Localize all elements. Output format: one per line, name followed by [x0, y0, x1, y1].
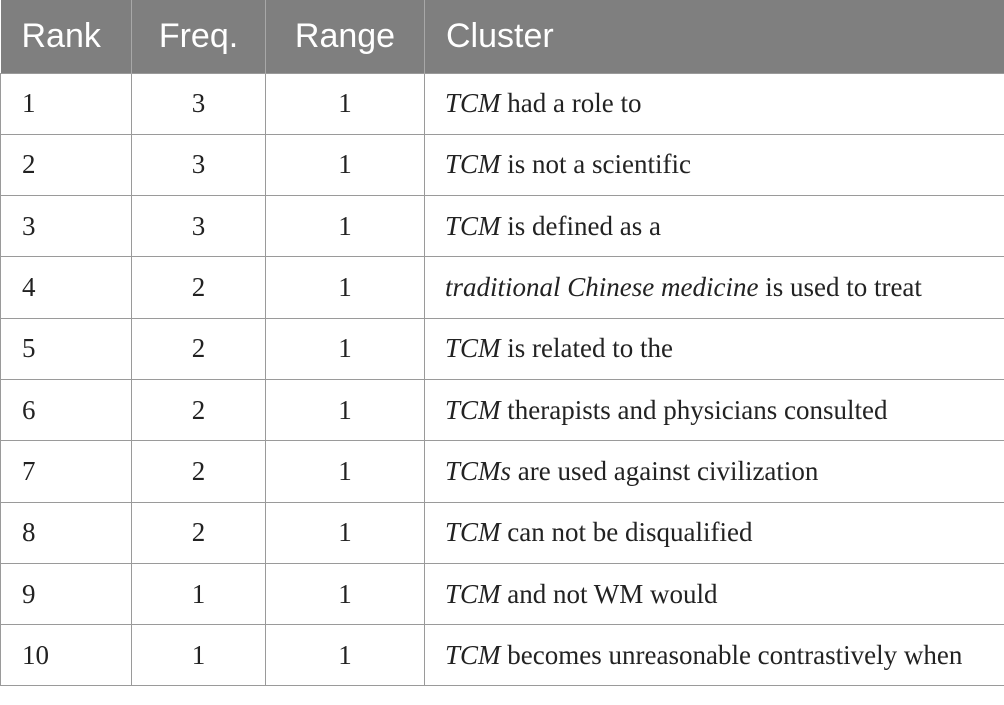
- cluster-context: had a role to: [500, 88, 642, 119]
- table-row: 7 2 1 TCMs are used against civilization: [0, 440, 1004, 503]
- cluster-cell: TCM is defined as a: [424, 195, 1004, 258]
- cluster-node-term: TCMs: [445, 455, 512, 486]
- table-row: 9 1 1 TCM and not WM would: [0, 562, 1004, 626]
- table-row: 4 2 1 traditional Chinese medicine is used …: [0, 256, 1004, 319]
- freq-cell: 2: [131, 501, 266, 564]
- freq-cell: 1: [131, 562, 266, 626]
- cluster-table: Rank Freq. Range Cluster 1 3 1 TCM had a ro…: [0, 0, 1004, 687]
- range-cell: 1: [265, 317, 425, 380]
- cluster-cell: TCM is not a scientific: [424, 133, 1004, 197]
- table-row: 2 3 1 TCM is not a scientific: [0, 133, 1004, 197]
- range-cell: 1: [265, 133, 425, 197]
- rank-cell: 7: [0, 440, 132, 503]
- table-row: 6 2 1 TCM therapists and physicians consult…: [0, 378, 1004, 442]
- cluster-node-term: TCM: [445, 88, 501, 119]
- table-row: 3 3 1 TCM is defined as a: [0, 195, 1004, 258]
- cluster-context: are used against civilization: [511, 455, 819, 486]
- rank-cell: 3: [0, 195, 132, 258]
- header-rank: Rank: [0, 0, 132, 73]
- freq-cell: 3: [131, 72, 266, 135]
- cluster-cell: TCM is related to the: [424, 317, 1004, 380]
- freq-cell: 2: [131, 317, 266, 380]
- table-body: 1 3 1 TCM had a role to 2 3 1 TCM is not a scie…: [0, 72, 1004, 687]
- cluster-node-term: TCM: [445, 394, 501, 425]
- freq-cell: 2: [131, 440, 266, 503]
- rank-cell: 10: [0, 624, 132, 687]
- freq-cell: 1: [131, 624, 266, 687]
- range-cell: 1: [265, 624, 425, 687]
- cluster-cell: TCM becomes unreasonable contrastively w…: [424, 624, 1004, 687]
- cluster-context: is used to treat: [758, 272, 922, 303]
- table-row: 1 3 1 TCM had a role to: [0, 72, 1004, 135]
- cluster-node-term: traditional Chinese medicine: [445, 272, 759, 303]
- cluster-cell: traditional Chinese medicine is used to …: [424, 256, 1004, 319]
- rank-cell: 8: [0, 501, 132, 564]
- header-row: Rank Freq. Range Cluster: [0, 0, 1004, 73]
- cluster-node-term: TCM: [445, 149, 501, 180]
- rank-cell: 6: [0, 378, 132, 442]
- range-cell: 1: [265, 501, 425, 564]
- rank-cell: 2: [0, 133, 132, 197]
- table-row: 8 2 1 TCM can not be disqualified: [0, 501, 1004, 564]
- freq-cell: 2: [131, 378, 266, 442]
- table-row: 5 2 1 TCM is related to the: [0, 317, 1004, 380]
- range-cell: 1: [265, 440, 425, 503]
- freq-cell: 3: [131, 195, 266, 258]
- cluster-context: is defined as a: [500, 210, 661, 241]
- rank-cell: 1: [0, 72, 132, 135]
- cluster-context: becomes unreasonable contrastively when: [500, 639, 963, 670]
- header-range: Range: [265, 0, 425, 73]
- freq-cell: 2: [131, 256, 266, 319]
- cluster-context: therapists and physicians consulted: [500, 394, 888, 425]
- cluster-context: can not be disqualified: [500, 517, 753, 548]
- range-cell: 1: [265, 256, 425, 319]
- cluster-context: is related to the: [500, 333, 673, 364]
- table-row: 10 1 1 TCM becomes unreasonable contrastive…: [0, 624, 1004, 687]
- cluster-context: and not WM would: [500, 578, 718, 609]
- range-cell: 1: [265, 562, 425, 626]
- cluster-cell: TCM can not be disqualified: [424, 501, 1004, 564]
- rank-cell: 5: [0, 317, 132, 380]
- cluster-node-term: TCM: [445, 517, 501, 548]
- header-cluster: Cluster: [424, 0, 1004, 73]
- freq-cell: 3: [131, 133, 266, 197]
- cluster-cell: TCMs are used against civilization: [424, 440, 1004, 503]
- cluster-node-term: TCM: [445, 639, 501, 670]
- cluster-node-term: TCM: [445, 210, 501, 241]
- range-cell: 1: [265, 378, 425, 442]
- rank-cell: 4: [0, 256, 132, 319]
- cluster-node-term: TCM: [445, 333, 501, 364]
- cluster-cell: TCM had a role to: [424, 72, 1004, 135]
- cluster-cell: TCM and not WM would: [424, 562, 1004, 626]
- cluster-cell: TCM therapists and physicians consulted: [424, 378, 1004, 442]
- rank-cell: 9: [0, 562, 132, 626]
- range-cell: 1: [265, 72, 425, 135]
- header-freq: Freq.: [131, 0, 266, 73]
- cluster-node-term: TCM: [445, 578, 501, 609]
- cluster-context: is not a scientific: [500, 149, 691, 180]
- range-cell: 1: [265, 195, 425, 258]
